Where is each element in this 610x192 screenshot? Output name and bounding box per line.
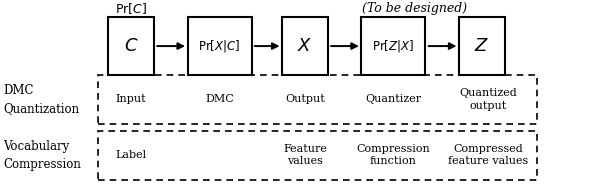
Text: DMC: DMC — [205, 94, 234, 104]
FancyBboxPatch shape — [109, 17, 154, 75]
Text: Output: Output — [285, 94, 325, 104]
Text: (To be designed): (To be designed) — [362, 2, 467, 15]
Text: Quantized
output: Quantized output — [459, 88, 517, 111]
FancyBboxPatch shape — [361, 17, 426, 75]
Text: Input: Input — [116, 94, 146, 104]
Text: $\mathit{X}$: $\mathit{X}$ — [297, 37, 313, 55]
Text: $\mathrm{Pr}[C]$: $\mathrm{Pr}[C]$ — [115, 1, 147, 16]
Text: Quantization: Quantization — [3, 103, 79, 115]
Text: Compression: Compression — [3, 158, 81, 171]
Text: Compressed
feature values: Compressed feature values — [448, 144, 528, 166]
Text: $\mathrm{Pr}[Z|X]$: $\mathrm{Pr}[Z|X]$ — [372, 38, 415, 54]
Text: Label: Label — [115, 150, 147, 160]
Bar — [98, 75, 537, 124]
Text: Compression
function: Compression function — [357, 144, 430, 166]
FancyBboxPatch shape — [459, 17, 505, 75]
Text: $\mathit{Z}$: $\mathit{Z}$ — [475, 37, 489, 55]
Text: $\mathrm{Pr}[X|C]$: $\mathrm{Pr}[X|C]$ — [198, 38, 241, 54]
Text: $\mathit{C}$: $\mathit{C}$ — [124, 37, 138, 55]
FancyBboxPatch shape — [282, 17, 328, 75]
Text: DMC: DMC — [3, 84, 34, 97]
Bar — [98, 131, 537, 180]
Text: Feature
values: Feature values — [283, 144, 327, 166]
FancyBboxPatch shape — [188, 17, 251, 75]
Text: Vocabulary: Vocabulary — [3, 140, 70, 153]
Text: Quantizer: Quantizer — [365, 94, 422, 104]
